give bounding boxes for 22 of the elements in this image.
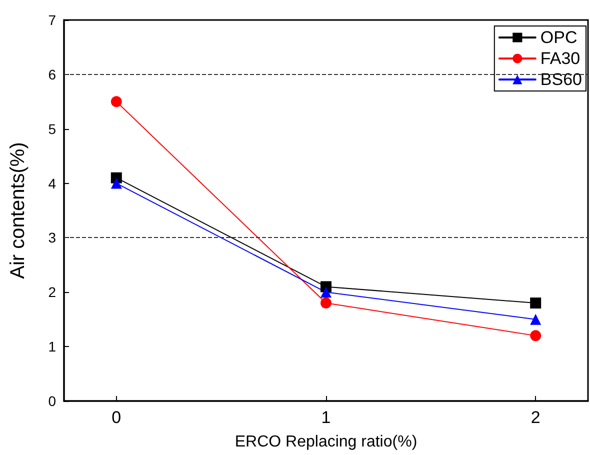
point (530, 298, 542, 309)
point (110, 96, 122, 108)
y-tick-label: 7 (48, 12, 56, 28)
point (530, 314, 542, 325)
point (110, 178, 122, 189)
legend-label: FA30 (540, 49, 580, 68)
x-tick-label: 0 (112, 408, 122, 427)
y-tick-label: 1 (48, 338, 56, 355)
point (320, 286, 332, 298)
x-tick-label: 1 (321, 408, 331, 427)
y-tick-label: 5 (48, 120, 56, 137)
y-tick-label: 3 (48, 230, 56, 246)
y-tick-label: 4 (48, 175, 56, 192)
x-tick-label: 2 (530, 408, 540, 427)
y-axis-title: Air contents(%) (7, 142, 29, 279)
legend-label: OPC (540, 28, 578, 47)
point (320, 298, 332, 309)
x-axis-title: ERCO Replacing ratio(%) (234, 434, 418, 450)
y-tick-label: 0 (48, 393, 56, 409)
y-tick-label: 2 (48, 284, 56, 300)
point (530, 330, 542, 342)
y-tick-label: 6 (48, 66, 56, 82)
